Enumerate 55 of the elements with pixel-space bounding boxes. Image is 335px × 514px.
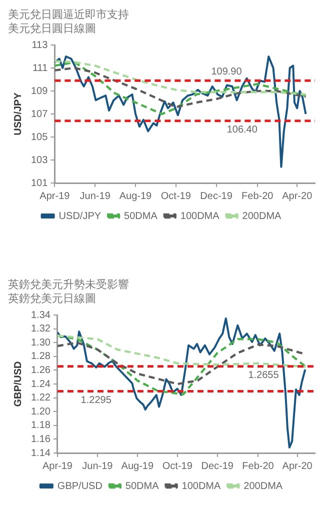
x-tick-label: Jun-19	[82, 460, 114, 472]
x-tick-label: Aug-19	[121, 460, 154, 472]
y-tick-label: 107	[30, 108, 48, 120]
ref-line-label: 1.2295	[80, 394, 112, 406]
x-tick-label: Feb-20	[242, 460, 274, 472]
y-axis-title: USD/JPY	[12, 92, 24, 136]
y-tick-label: 101	[30, 178, 48, 189]
chart-subtitle: 美元兌日圓日線圖	[8, 22, 97, 36]
legend-label: 50DMA	[125, 480, 160, 492]
y-tick-label: 1.18	[30, 420, 51, 432]
legend-label: 200DMA	[242, 210, 282, 222]
chart-title: 美元兌日圓逼近即市支持	[8, 8, 130, 22]
ref-line-label: 1.2655	[248, 370, 280, 382]
chart-title: 英鎊兌美元升勢未受影響	[8, 278, 130, 292]
line-series	[54, 60, 307, 96]
x-tick-label: Dec-19	[201, 460, 234, 472]
y-tick-label: 113	[32, 40, 48, 51]
x-tick-label: Oct-19	[162, 460, 193, 472]
legend-label: 200DMA	[244, 480, 283, 492]
x-tick-label: Oct-19	[160, 190, 192, 202]
y-tick-label: 111	[32, 62, 48, 74]
x-tick-label: Apr-20	[282, 460, 313, 472]
line-series	[57, 334, 307, 368]
y-tick-label: 1.32	[30, 324, 51, 335]
y-tick-label: 1.24	[30, 378, 51, 390]
legend-label: USD/JPY	[58, 210, 102, 222]
x-tick-label: Feb-20	[242, 190, 274, 202]
line-series	[57, 334, 307, 396]
chart-subtitle: 英鎊兌美元日線圖	[8, 292, 97, 306]
legend-label: 50DMA	[124, 210, 158, 222]
y-tick-label: 1.16	[30, 434, 51, 445]
legend-label: GBP/USD	[57, 480, 102, 492]
x-tick-label: Apr-19	[42, 460, 73, 472]
x-tick-label: Apr-20	[282, 190, 313, 202]
y-tick-label: 1.26	[30, 364, 51, 376]
y-tick-label: 1.22	[30, 392, 51, 404]
legend-label: 100DMA	[182, 480, 222, 492]
x-tick-label: Jun-19	[80, 190, 111, 202]
y-tick-label: 109	[30, 86, 48, 97]
y-tick-label: 1.14	[30, 448, 51, 459]
line-series	[54, 61, 307, 116]
y-axis-title: GBP/USD	[12, 361, 24, 407]
y-tick-label: 103	[30, 154, 48, 166]
x-tick-label: Apr-19	[40, 190, 70, 202]
y-tick-label: 105	[30, 132, 48, 143]
ref-line-label: 109.90	[211, 66, 242, 78]
y-tick-label: 1.30	[30, 337, 51, 348]
line-series	[54, 66, 307, 108]
x-tick-label: Dec-19	[200, 190, 233, 202]
y-tick-label: 1.34	[30, 310, 51, 321]
y-tick-label: 1.20	[30, 406, 51, 418]
x-tick-label: Aug-19	[119, 190, 152, 202]
ref-line-label: 106.40	[226, 124, 258, 136]
legend-label: 100DMA	[180, 210, 220, 222]
y-tick-label: 1.28	[30, 351, 51, 362]
